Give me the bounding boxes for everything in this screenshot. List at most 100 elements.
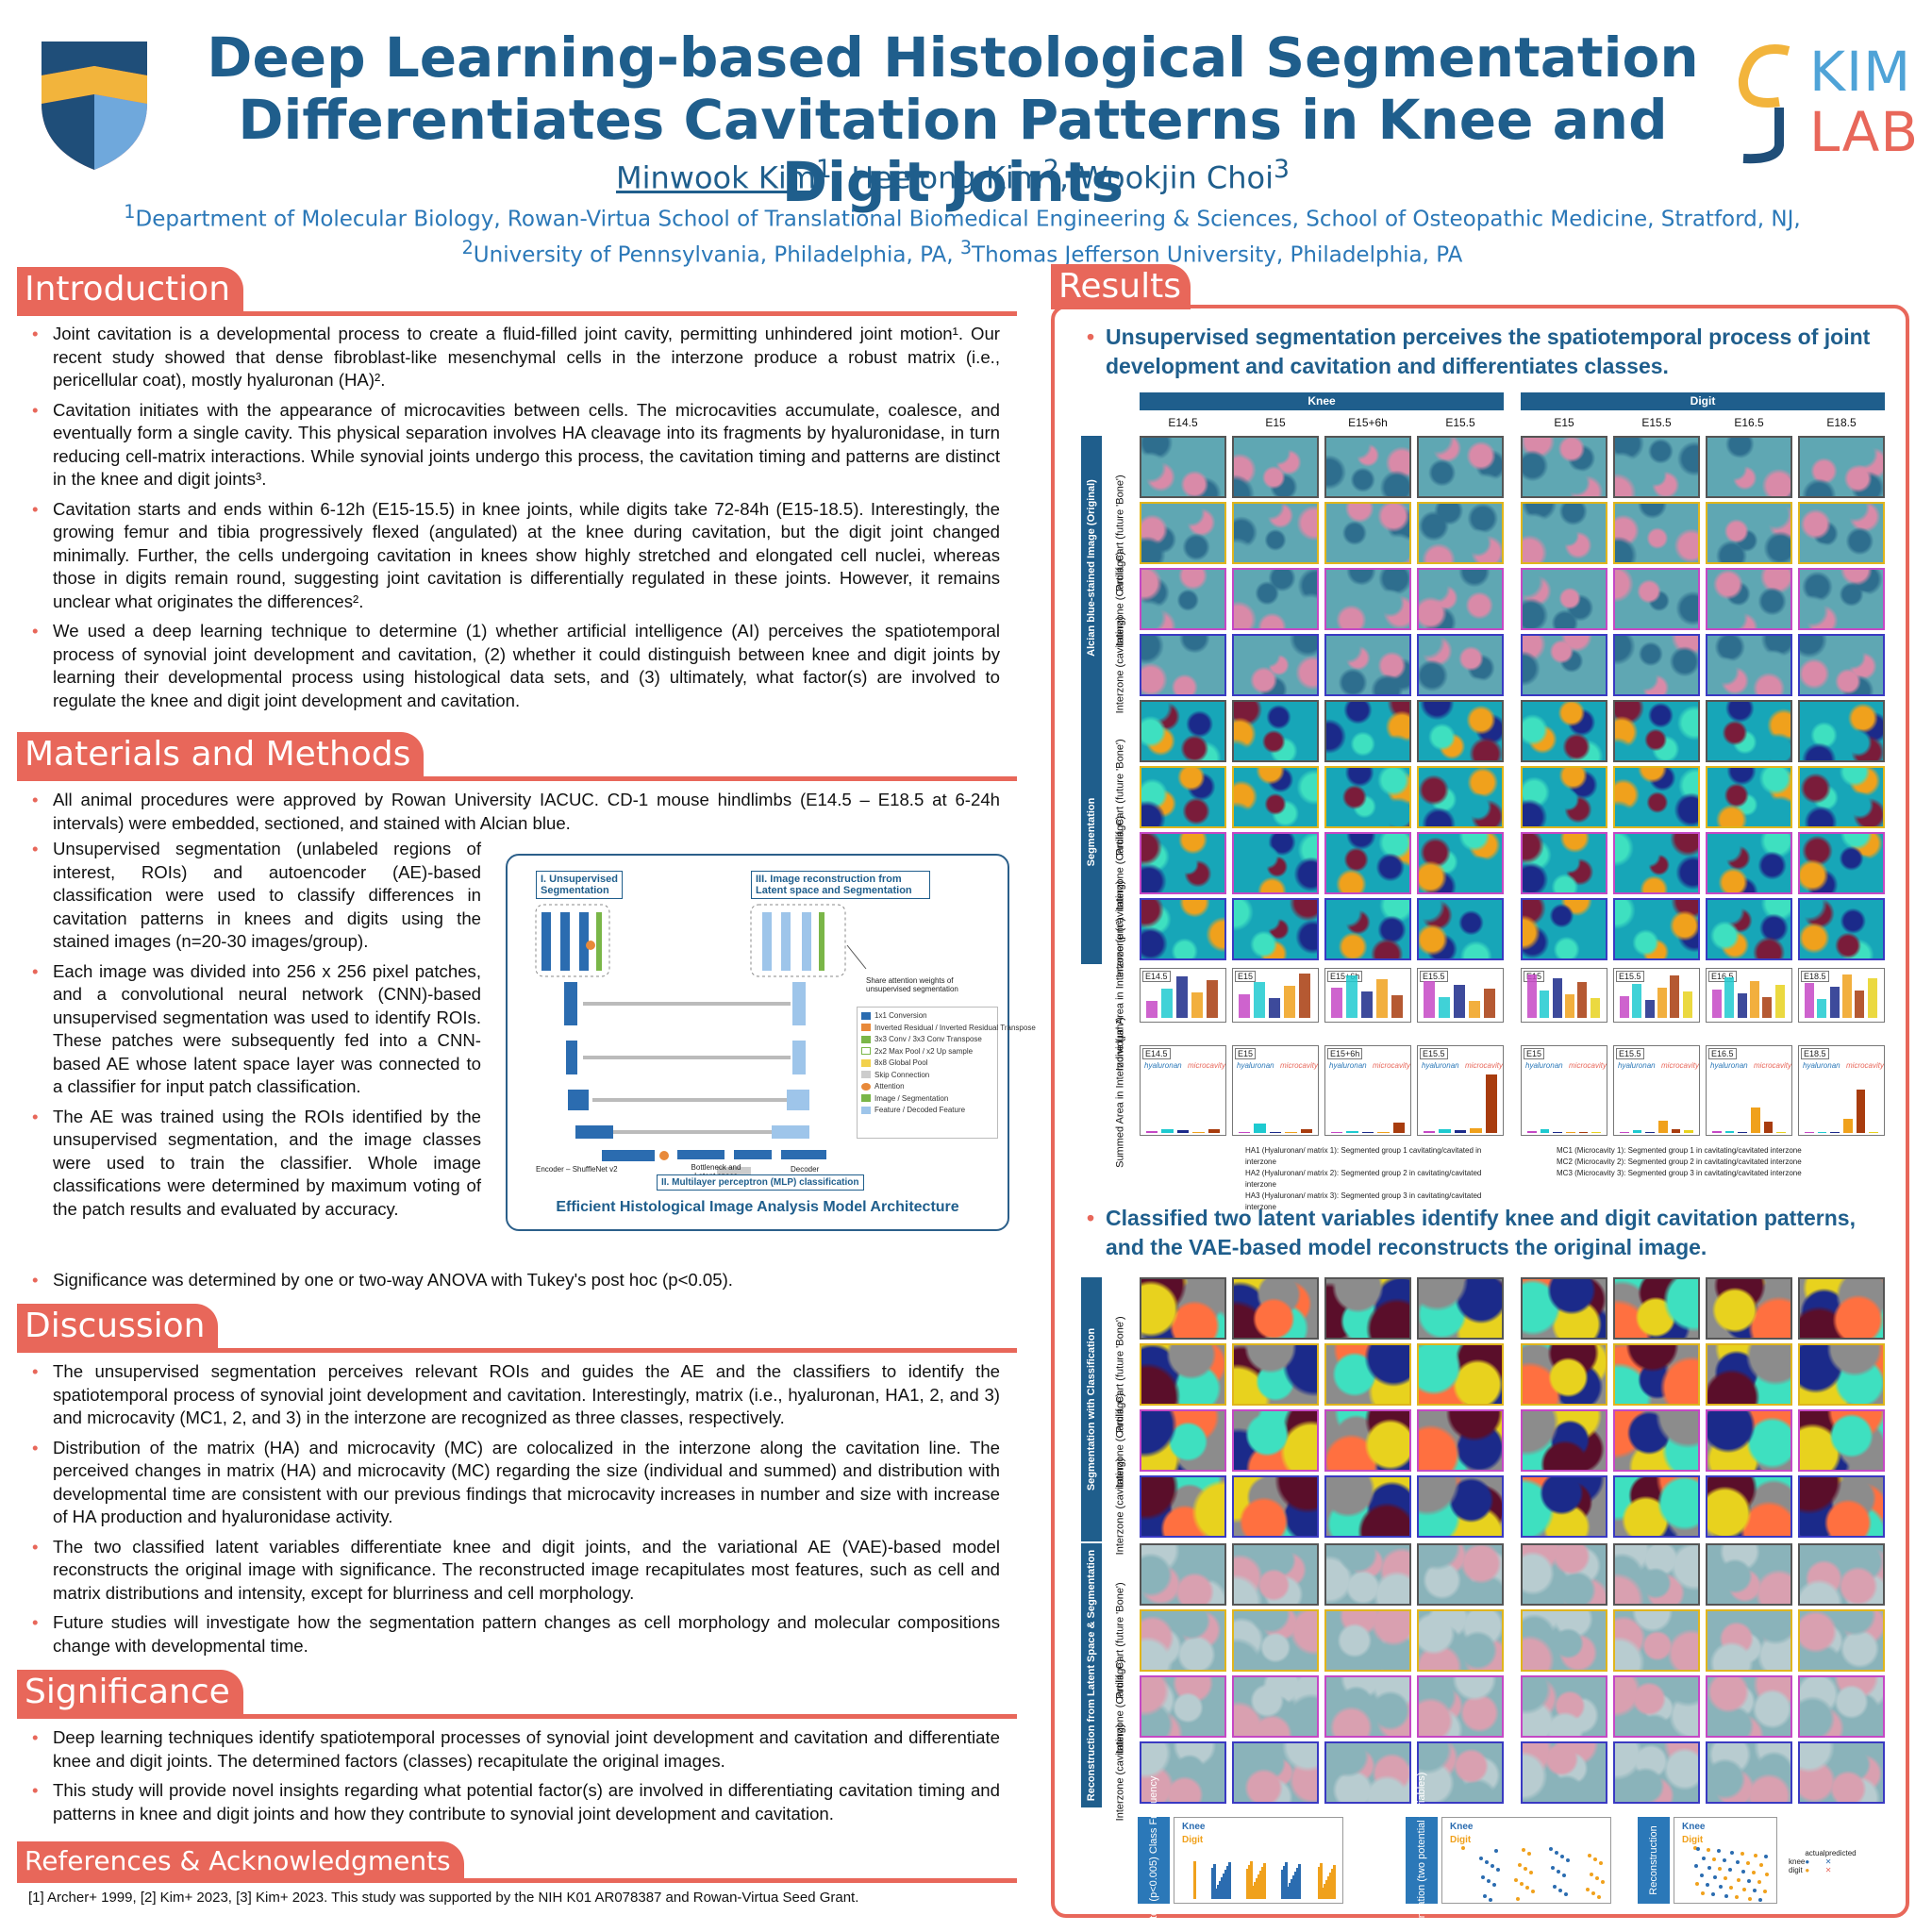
histology-image-tile <box>1521 1277 1607 1340</box>
logo-lab-text: LAB <box>1809 100 1920 164</box>
discussion-text: The unsupervised segmentation perceives … <box>19 1360 1000 1664</box>
histology-image-tile <box>1417 1609 1504 1672</box>
histology-image-tile <box>1798 1675 1885 1738</box>
methods-bullet: Unsupervised segmentation (unlabeled reg… <box>19 838 481 954</box>
kim-lab-logo: KIM LAB <box>1732 36 1918 168</box>
histology-image-tile <box>1417 832 1504 894</box>
histology-image-tile <box>1324 1277 1411 1340</box>
arch-legend: 1x1 Conversion Inverted Residual / Inver… <box>857 1007 1036 1139</box>
histology-image-tile <box>1521 832 1607 894</box>
chart-row-label: Individual Area in Interzone (μm²) <box>1114 917 1126 1072</box>
histology-image-tile <box>1706 1675 1792 1738</box>
bar-MC3 <box>1776 1131 1786 1133</box>
bar-HA1 <box>1527 1131 1537 1133</box>
references-header: References & Acknowledgments <box>17 1841 1017 1883</box>
bar-MC1 <box>1377 1131 1390 1133</box>
bar-HA3 <box>1361 1131 1374 1133</box>
individual-area-chart: E15+6h <box>1324 968 1411 1023</box>
bar-HA1 <box>1805 1132 1814 1133</box>
bar-HA1 <box>1239 1131 1251 1133</box>
histology-image-tile <box>1232 1409 1319 1472</box>
histology-image-tile <box>1324 832 1411 894</box>
histology-image-tile <box>1521 1741 1607 1804</box>
chart-row-label: Summed Area in Interzone (μm²) <box>1114 1017 1126 1168</box>
significance-bullet: This study will provide novel insights r… <box>19 1779 1000 1825</box>
methods-top-text: All animal procedures were approved by R… <box>19 789 1000 841</box>
histology-image-tile <box>1798 898 1885 960</box>
knee-group-header: Knee <box>1140 392 1504 410</box>
histology-image-tile <box>1521 700 1607 762</box>
bar-HA2 <box>1254 1123 1266 1133</box>
histology-image-tile <box>1232 1609 1319 1672</box>
architecture-diagram <box>535 904 867 1176</box>
histology-image-tile <box>1706 502 1792 564</box>
histology-image-tile <box>1140 1543 1226 1606</box>
histology-image-tile <box>1706 1741 1792 1804</box>
bar-MC2 <box>1392 1122 1405 1133</box>
bottom-side-label: Selected (p<0.005) Class Frequency <box>1138 1776 1170 1932</box>
histology-image-tile <box>1613 634 1700 696</box>
histology-image-tile <box>1798 700 1885 762</box>
predicted-header: predicted <box>1824 1849 1857 1857</box>
bar-MC2 <box>1485 1074 1497 1133</box>
significance-bullet: Deep learning techniques identify spatio… <box>19 1726 1000 1773</box>
bar-HA2 <box>1161 1129 1174 1133</box>
results-heading-2: Classified two latent variables identify… <box>1087 1204 1879 1262</box>
stage-label: E16.5 <box>1734 416 1764 429</box>
histology-image-tile <box>1232 634 1319 696</box>
bar-HA3 <box>1830 1132 1840 1133</box>
histology-image-tile <box>1417 700 1504 762</box>
bar-MC2 <box>1578 1131 1589 1133</box>
stage-label: E15 <box>1554 416 1574 429</box>
actual-header: actual <box>1805 1849 1825 1857</box>
histology-image-tile <box>1613 832 1700 894</box>
stage-label: E14.5 <box>1168 416 1198 429</box>
title-line-2: Differentiates Cavitation Patterns in Kn… <box>238 88 1668 214</box>
digit-group-header: Digit <box>1521 392 1885 410</box>
bar-MC2 <box>1763 1122 1774 1133</box>
histology-image-tile <box>1324 1675 1411 1738</box>
histology-image-tile <box>1140 700 1226 762</box>
bar-MC2 <box>1856 1090 1866 1133</box>
histology-image-tile <box>1232 832 1319 894</box>
bar-HA1 <box>1331 1132 1343 1133</box>
bar-HA2 <box>1817 1131 1827 1133</box>
histology-image-tile <box>1613 1675 1700 1738</box>
histology-image-tile <box>1521 436 1607 498</box>
histology-image-tile <box>1140 898 1226 960</box>
histology-image-tile <box>1521 1609 1607 1672</box>
histology-image-tile <box>1706 898 1792 960</box>
histology-image-tile <box>1798 1609 1885 1672</box>
histology-image-tile <box>1140 1675 1226 1738</box>
histology-image-tile <box>1324 1543 1411 1606</box>
histology-image-tile <box>1140 1277 1226 1340</box>
references-text: [1] Archer+ 1999, [2] Kim+ 2023, [3] Kim… <box>28 1890 859 1906</box>
bar-MC1 <box>1658 1121 1668 1133</box>
arch-label-mlp: II. Multilayer perceptron (MLP) classifi… <box>657 1174 864 1191</box>
histology-image-tile <box>1613 1543 1700 1606</box>
summed-area-chart: E16.5 hyaluronan microcavity <box>1706 1045 1792 1136</box>
histology-image-tile <box>1324 1741 1411 1804</box>
histology-image-tile <box>1798 436 1885 498</box>
results-header: Results <box>1051 264 1192 309</box>
bar-HA2 <box>1540 1128 1550 1133</box>
logo-kim-text: KIM <box>1809 40 1912 104</box>
results-panel <box>1051 305 1909 1918</box>
histology-image-tile <box>1324 1475 1411 1538</box>
histology-image-tile <box>1324 436 1411 498</box>
introduction-text: Joint cavitation is a developmental proc… <box>19 323 1000 719</box>
histology-image-tile <box>1706 1475 1792 1538</box>
arch-decoder-label: Decoder <box>791 1165 820 1174</box>
histology-image-tile <box>1417 898 1504 960</box>
discussion-bullet: Future studies will investigate how the … <box>19 1611 1000 1657</box>
histology-image-tile <box>1521 634 1607 696</box>
histology-image-tile <box>1232 502 1319 564</box>
histology-image-tile <box>1417 436 1504 498</box>
bar-MC1 <box>1751 1108 1760 1133</box>
stage-label: E15 <box>1265 416 1286 429</box>
histology-image-tile <box>1706 700 1792 762</box>
discussion-bullet: Distribution of the matrix (HA) and micr… <box>19 1437 1000 1529</box>
histology-image-tile <box>1140 436 1226 498</box>
histology-image-tile <box>1140 634 1226 696</box>
histology-image-tile <box>1798 1277 1885 1340</box>
